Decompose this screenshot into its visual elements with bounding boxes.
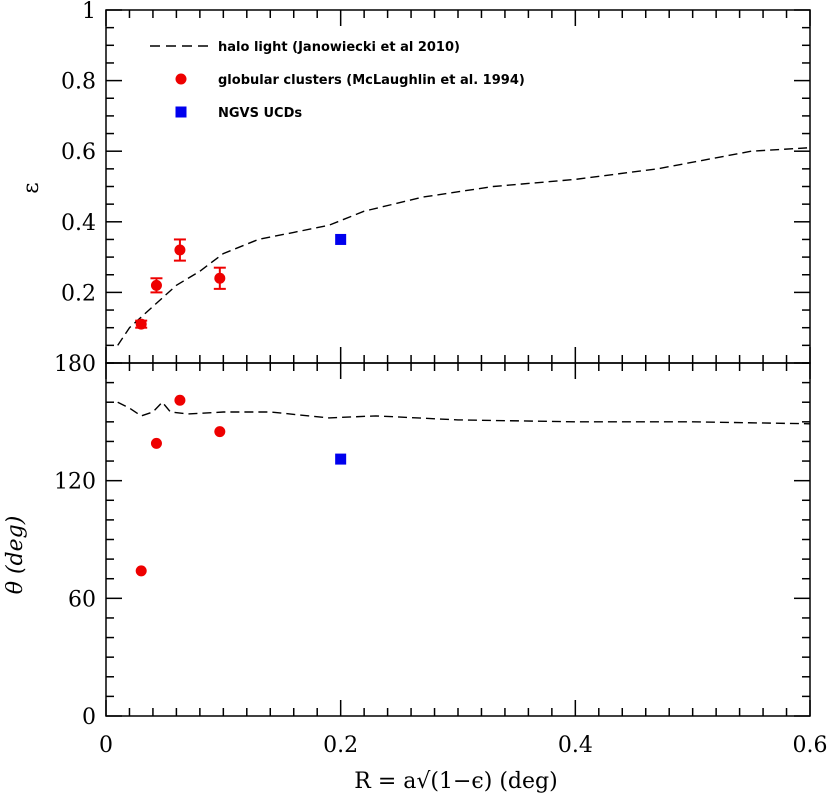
top-y-tick-label: 0.4 [61,211,96,236]
top-globular-cluster-point [214,272,226,284]
bottom-y-tick-label: 120 [54,470,96,495]
bottom-halo-light-line [117,401,811,425]
bottom-globular-cluster-point [150,437,162,449]
top-y-tick-label: 0.8 [61,70,96,95]
panel-top-epsilon: 0.2 0.4 0.6 0.8 1 halo light (Janowiecki et a… [61,0,811,364]
top-globular-cluster-point [135,318,147,330]
bottom-y-tick-label: 0 [82,705,96,730]
bottom-globular-cluster-point [174,394,186,406]
top-globular-cluster-point [150,279,162,291]
bottom-x-tick-label: 0.4 [558,733,593,758]
top-halo-light-line [117,147,811,346]
bottom-y-tick-label: 180 [54,352,96,377]
legend: halo light (Janowiecki et al 2010) globul… [150,40,525,121]
y-axis-label-epsilon: ε [19,182,44,193]
top-y-tick-label: 0.2 [61,281,96,306]
legend-swatch-square [175,106,187,118]
bottom-x-tick-label: 0 [99,733,113,758]
legend-label: globular clusters (McLaughlin et al. 199… [218,73,525,88]
bottom-ucd-point [335,453,347,465]
bottom-globular-cluster-point [214,426,226,438]
x-axis-label: R = a√(1−ϵ) (deg) [354,769,557,794]
bottom-plot-frame [105,362,811,717]
top-y-tick-label: 1 [82,0,96,24]
legend-label: NGVS UCDs [218,106,302,121]
bottom-x-tick-label: 0.6 [793,733,828,758]
top-globular-cluster-point [174,244,186,256]
y-axis-label-theta: θ (deg) [3,516,28,595]
legend-label: halo light (Janowiecki et al 2010) [218,40,460,55]
panel-bottom-theta: 0 60 120 180 0 0.2 0.4 0.6 [54,352,828,758]
top-y-tick-label: 0.6 [61,140,96,165]
legend-swatch-circle [175,73,187,85]
bottom-x-tick-label: 0.2 [323,733,358,758]
top-ucd-point [335,233,347,245]
bottom-globular-cluster-point [135,565,147,577]
bottom-y-tick-label: 60 [68,587,96,612]
top-plot-frame [105,9,811,364]
